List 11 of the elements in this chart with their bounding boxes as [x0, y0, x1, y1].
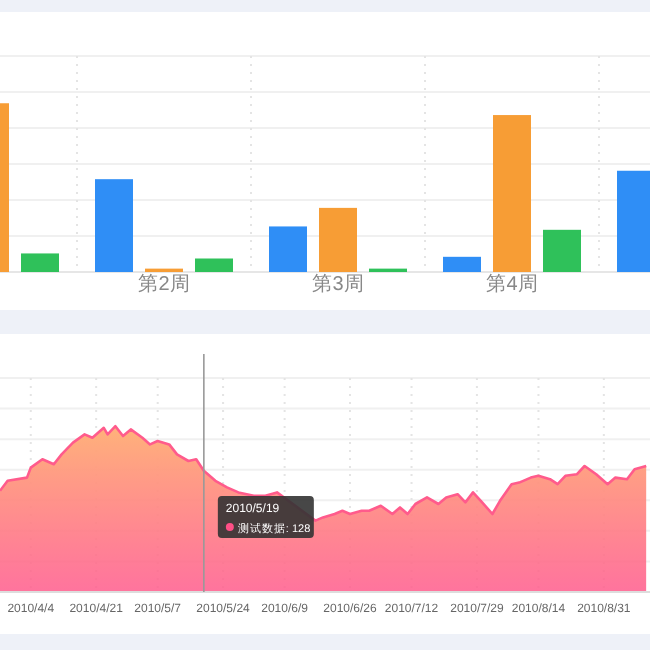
bar [95, 179, 133, 272]
bar [493, 115, 531, 272]
bar [269, 226, 307, 272]
bar [443, 256, 481, 272]
bar [21, 253, 59, 272]
x-tick-label: 第4周 [486, 272, 538, 296]
x-tick-label: 第3周 [312, 272, 364, 296]
x-tick-label: 第2周 [138, 272, 190, 296]
bar [195, 258, 233, 272]
bar [319, 207, 357, 272]
bar [543, 229, 581, 272]
